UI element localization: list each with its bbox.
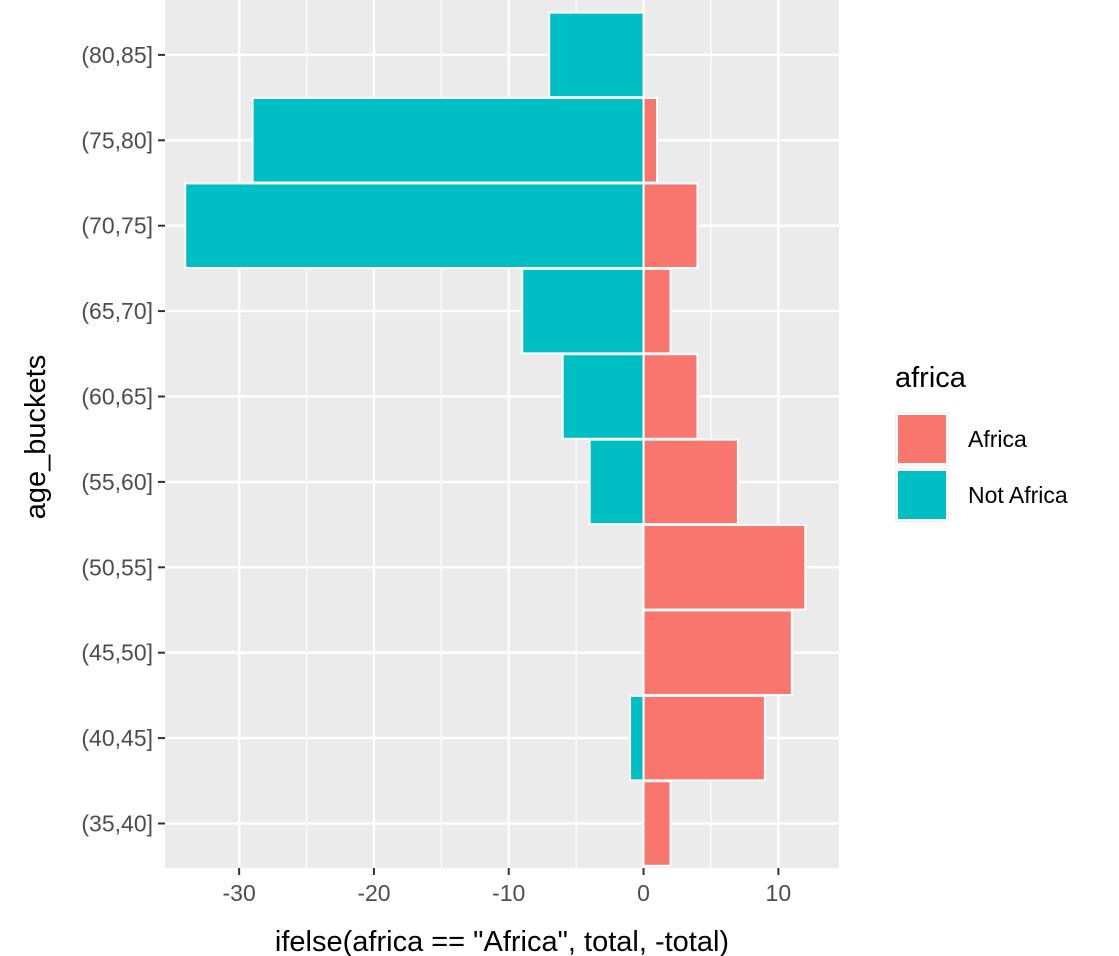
bar-not-africa (184, 182, 645, 269)
legend-title: africa (895, 362, 967, 394)
y-tick-label: (65,70] (81, 298, 153, 324)
x-tick-label: -30 (223, 880, 256, 906)
bar-not-africa (521, 267, 645, 355)
y-tick-label: (60,65] (81, 384, 153, 410)
bar-africa (642, 97, 659, 184)
x-tick-label: 10 (766, 880, 792, 906)
y-axis: (35,40] (40,45] (45,50] (50,55] (55,60] (60,6… (81, 42, 165, 837)
bar-not-africa (548, 11, 645, 99)
x-axis-title: ifelse(africa == "Africa", total, -total… (275, 926, 729, 956)
bar-not-africa (629, 694, 645, 782)
bar-africa (642, 353, 699, 440)
legend: africa Africa Not Africa (895, 362, 1068, 522)
bar-africa (642, 182, 699, 269)
bar-africa (642, 438, 739, 526)
legend-label: Africa (968, 426, 1027, 452)
bar-africa (642, 780, 672, 867)
y-tick-label: (40,45] (81, 725, 153, 751)
bar-africa (642, 609, 793, 696)
legend-label: Not Africa (968, 482, 1068, 508)
x-tick-label: 0 (637, 880, 650, 906)
y-tick-label: (80,85] (81, 42, 153, 68)
y-axis-title: age_buckets (20, 355, 52, 519)
legend-key-swatch (896, 413, 948, 465)
bar-not-africa (251, 97, 645, 184)
x-tick-label: -10 (492, 880, 525, 906)
bar-not-africa (588, 438, 645, 526)
bar-not-africa (561, 353, 645, 440)
bars (184, 11, 807, 867)
y-tick-label: (70,75] (81, 213, 153, 239)
x-tick-label: -20 (357, 880, 390, 906)
y-tick-label: (45,50] (81, 640, 153, 666)
y-tick-label: (55,60] (81, 469, 153, 495)
x-axis: -30 -20 -10 0 10 (223, 868, 792, 906)
y-tick-label: (35,40] (81, 811, 153, 837)
y-tick-label: (50,55] (81, 554, 153, 580)
legend-key-swatch (896, 469, 948, 521)
bar-africa (642, 524, 807, 611)
y-tick-label: (75,80] (81, 127, 153, 153)
bar-africa (642, 267, 672, 355)
bar-africa (642, 694, 766, 782)
